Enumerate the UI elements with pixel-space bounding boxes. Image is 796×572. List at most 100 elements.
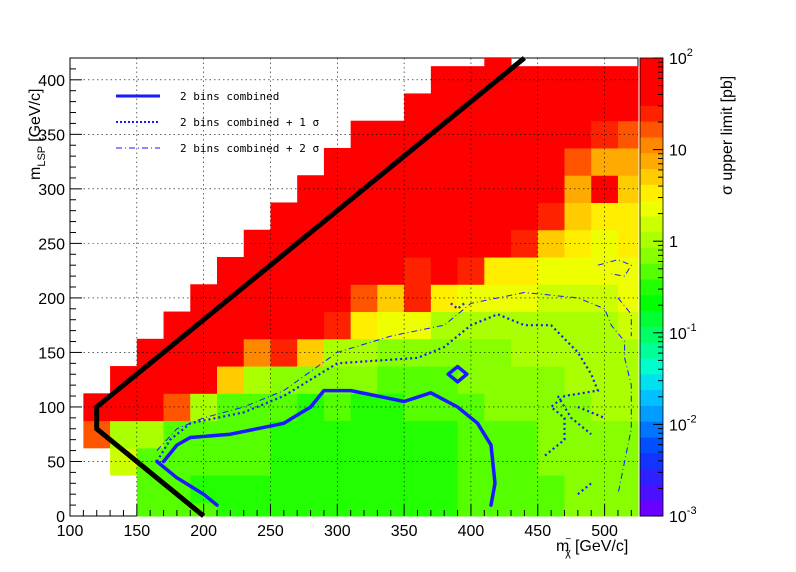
heatmap-cell xyxy=(243,229,271,258)
heatmap-cell xyxy=(243,447,271,476)
contour-solid xyxy=(446,364,469,384)
heatmap-cell xyxy=(537,338,565,367)
heatmap-cell xyxy=(564,120,592,149)
heatmap-cell xyxy=(591,475,619,503)
heatmap-cell xyxy=(430,202,459,231)
heatmap-cell xyxy=(377,420,405,449)
heatmap-cell xyxy=(511,147,539,176)
contour-dashdot xyxy=(156,291,632,495)
heatmap-cell xyxy=(537,93,565,122)
heatmap-cell xyxy=(430,147,459,176)
heatmap-cell xyxy=(243,284,271,313)
heatmap-cell xyxy=(270,202,298,231)
palette-swatch xyxy=(640,105,663,122)
heatmap-cell xyxy=(136,502,165,517)
heatmap-cell xyxy=(350,502,378,517)
palette-swatch xyxy=(640,326,663,343)
heatmap-cell xyxy=(190,366,218,394)
x-tick-label: 400 xyxy=(458,523,485,540)
heatmap-cell xyxy=(617,93,639,122)
heatmap-cell xyxy=(591,66,619,94)
y-tick-label: 50 xyxy=(47,454,65,471)
heatmap-cell xyxy=(270,338,298,367)
heatmap-cell xyxy=(617,202,639,231)
heatmap-cell xyxy=(591,393,619,422)
palette-swatch xyxy=(640,215,663,233)
heatmap-cell xyxy=(591,338,619,367)
palette-swatch xyxy=(640,405,663,422)
heatmap-cell xyxy=(564,202,592,231)
heatmap-cell xyxy=(163,366,191,394)
heatmap-cell xyxy=(404,366,432,394)
palette-tick-label: 10 xyxy=(669,143,687,160)
heatmap-cell xyxy=(511,257,539,285)
y-tick-label: 400 xyxy=(38,73,65,90)
heatmap-cell xyxy=(243,338,271,367)
heatmap-cell xyxy=(404,475,432,503)
x-tick-label: 300 xyxy=(324,523,351,540)
heatmap-cell xyxy=(404,420,432,449)
y-tick-label: 150 xyxy=(38,345,65,362)
heatmap-cell xyxy=(484,366,512,394)
heatmap-cell xyxy=(537,475,565,503)
heatmap-cell xyxy=(350,257,378,285)
heatmap-cell xyxy=(484,93,512,122)
heatmap-cell xyxy=(404,257,432,285)
heatmap-cell xyxy=(350,447,378,476)
heatmap-cell xyxy=(537,202,565,231)
heatmap-cell xyxy=(190,393,218,422)
heatmap-cell xyxy=(537,257,565,285)
x-axis-title-main: m xyxy=(556,538,569,555)
palette-swatch xyxy=(640,468,663,485)
heatmap-cell xyxy=(350,120,378,149)
legend-label: 2 bins combined xyxy=(180,90,279,103)
heatmap-cell xyxy=(511,475,539,503)
palette-swatch xyxy=(640,294,663,312)
heatmap-cell xyxy=(163,502,191,517)
x-tick-label: 250 xyxy=(257,523,284,540)
heatmap-cell xyxy=(350,338,378,367)
heatmap-cell xyxy=(297,502,325,517)
grid-lines xyxy=(70,58,638,516)
heatmap-cell xyxy=(484,58,512,67)
heatmap-cell xyxy=(564,475,592,503)
heatmap-cell xyxy=(617,147,639,176)
x-tick-label: 100 xyxy=(57,523,84,540)
heatmap-cell xyxy=(404,311,432,340)
palette-swatch xyxy=(640,452,663,470)
heatmap-cell xyxy=(511,93,539,122)
palette-tick-base: 10 xyxy=(669,509,687,526)
heatmap-cell xyxy=(564,229,592,258)
palette-swatch xyxy=(640,389,663,406)
heatmap-cell xyxy=(270,502,298,517)
heatmap-cell xyxy=(136,420,165,449)
palette-tick-exp: -2 xyxy=(687,413,697,425)
contour-dashdot xyxy=(617,297,632,337)
heatmap-cell xyxy=(270,475,298,503)
heatmap-cell xyxy=(511,420,539,449)
heatmap-cell xyxy=(297,338,325,367)
heatmap-cell xyxy=(511,366,539,394)
y-tick-label: 200 xyxy=(38,291,65,308)
heatmap-cell xyxy=(430,420,459,449)
palette-swatch xyxy=(640,136,663,154)
heatmap-cell xyxy=(430,475,459,503)
heatmap-cell xyxy=(217,502,245,517)
heatmap-cell xyxy=(430,502,459,517)
heatmap-cell xyxy=(404,202,432,231)
palette-swatch xyxy=(640,168,663,185)
palette-tick-label: 10-2 xyxy=(669,413,697,434)
palette-tick-label: 10-3 xyxy=(669,505,697,526)
heatmap-cell xyxy=(537,147,565,176)
heatmap-cell xyxy=(484,257,512,285)
heatmap-cell xyxy=(217,311,245,340)
x-axis-title-unit: [GeV/c] xyxy=(575,538,628,555)
heatmap-cell xyxy=(564,502,592,517)
heatmap-cell xyxy=(591,420,619,449)
heatmap-cell xyxy=(564,147,592,176)
palette-swatch xyxy=(640,58,663,75)
heatmap-cell xyxy=(243,366,271,394)
heatmap-cell xyxy=(270,447,298,476)
